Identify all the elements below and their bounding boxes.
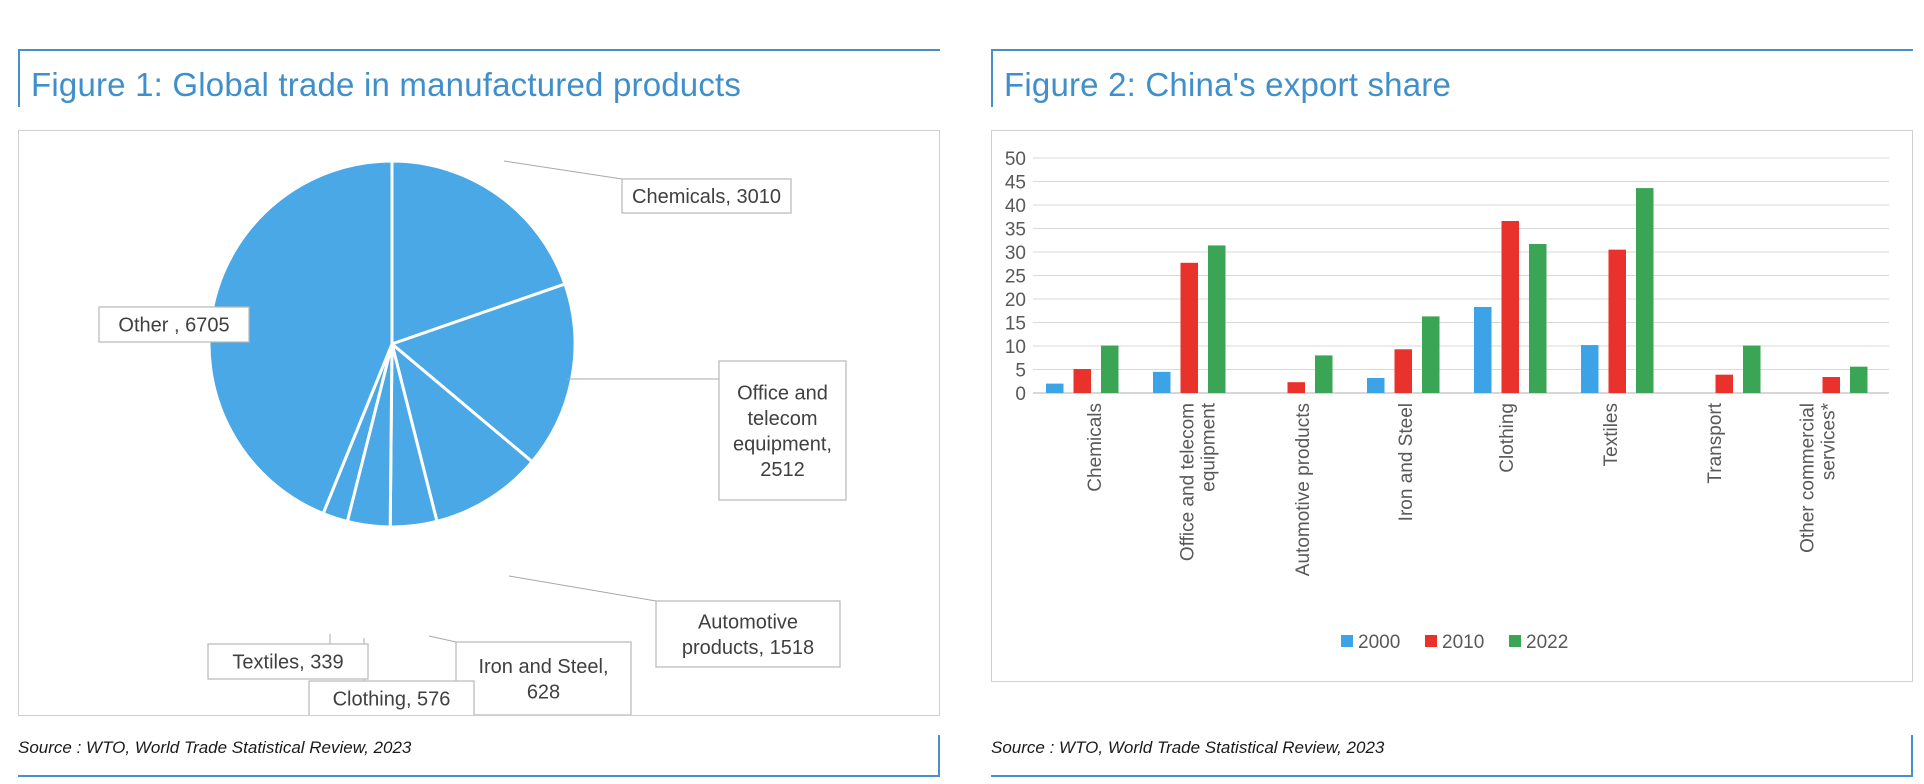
bar-2022-clothing bbox=[1529, 244, 1547, 393]
svg-text:Clothing, 576: Clothing, 576 bbox=[333, 689, 451, 711]
y-tick-label: 45 bbox=[1005, 173, 1026, 194]
bar-2000-iron-and-steel bbox=[1367, 377, 1385, 393]
legend-label-2010: 2010 bbox=[1442, 632, 1484, 653]
y-tick-label: 5 bbox=[1015, 361, 1026, 382]
figure-2-title: Figure 2: China's export share bbox=[1004, 66, 1452, 103]
bottom-accent-bar bbox=[938, 735, 940, 777]
y-tick-label: 10 bbox=[1005, 337, 1026, 358]
pie-slice-office-and-telecom-equipment bbox=[390, 282, 577, 464]
pie-label-chemicals: Chemicals, 3010 bbox=[503, 160, 792, 214]
figure-1-title: Figure 1: Global trade in manufactured p… bbox=[31, 66, 742, 103]
bottom-accent-bar bbox=[1911, 735, 1913, 777]
bar-2010-transport bbox=[1715, 374, 1733, 393]
y-tick-label: 0 bbox=[1015, 384, 1026, 405]
x-tick-label-textiles: Textiles bbox=[1601, 403, 1622, 466]
pie-chart: Chemicals, 3010 Office and telecom equipmen… bbox=[98, 159, 847, 715]
pie-chart-frame: Chemicals, 3010 Office and telecom equipmen… bbox=[18, 130, 940, 716]
pie-label-other: Other , 6705 bbox=[98, 306, 250, 343]
bar-2022-office-and-telecom-equipment bbox=[1208, 245, 1226, 393]
svg-text:products, 1518: products, 1518 bbox=[682, 637, 814, 659]
bar-2000-textiles bbox=[1581, 345, 1599, 393]
y-tick-label: 15 bbox=[1005, 314, 1026, 335]
figure-1-source: Source : WTO, World Trade Statistical Re… bbox=[18, 738, 412, 757]
legend-label-2022: 2022 bbox=[1526, 632, 1568, 653]
bar-2022-textiles bbox=[1636, 188, 1654, 393]
legend: 2000 2010 2022 bbox=[1341, 632, 1568, 653]
pie-label-clothing: Clothing, 576 bbox=[308, 638, 475, 715]
x-tick-label-transport: Transport bbox=[1705, 402, 1726, 483]
x-tick-label-other-commercial-services: Other commercialservices* bbox=[1798, 402, 1840, 553]
bar-2022-automotive-products bbox=[1315, 355, 1333, 393]
bar-2022-iron-and-steel bbox=[1422, 316, 1440, 393]
pie-label-office-and-telecom-equipment: Office and telecom equipment, 2512 bbox=[567, 360, 847, 501]
title-accent-bar bbox=[18, 49, 20, 107]
x-tick-label-iron-and-steel: Iron and Steel bbox=[1396, 403, 1417, 521]
x-tick-label-office-and-telecom-equipment: Office and telecomequipment bbox=[1178, 402, 1220, 561]
x-tick-label-automotive-products: Automotive products bbox=[1293, 403, 1314, 576]
legend-swatch-2022 bbox=[1509, 635, 1521, 647]
bar-2000-clothing bbox=[1474, 306, 1492, 393]
figure-2-source: Source : WTO, World Trade Statistical Re… bbox=[991, 738, 1385, 757]
svg-text:Textiles, 339: Textiles, 339 bbox=[232, 652, 343, 674]
svg-text:equipment,: equipment, bbox=[733, 433, 832, 455]
y-tick-label: 40 bbox=[1005, 196, 1026, 217]
bar-chart-frame: 0 5 10 15 20 25 30 35 40 45 50 Chemicals Office and … bbox=[991, 130, 1913, 682]
bottom-rule bbox=[991, 775, 1913, 777]
svg-text:628: 628 bbox=[527, 681, 560, 703]
bar-2010-clothing bbox=[1501, 220, 1519, 393]
bar-2000-office-and-telecom-equipment bbox=[1153, 371, 1171, 393]
bar-2010-iron-and-steel bbox=[1394, 349, 1412, 393]
y-tick-label: 35 bbox=[1005, 220, 1026, 241]
bar-2022-chemicals bbox=[1101, 345, 1119, 393]
title-accent-bar bbox=[991, 49, 993, 107]
svg-text:Iron and Steel,: Iron and Steel, bbox=[478, 656, 608, 678]
y-tick-label: 25 bbox=[1005, 267, 1026, 288]
pie-label-automotive-products: Automotive products, 1518 bbox=[508, 575, 841, 668]
pie-label-iron-and-steel: Iron and Steel, 628 bbox=[428, 635, 632, 715]
legend-swatch-2000 bbox=[1341, 635, 1353, 647]
svg-text:telecom: telecom bbox=[747, 408, 817, 430]
bar-2010-other-commercial-services bbox=[1822, 377, 1840, 393]
bar-2022-other-commercial-services bbox=[1850, 366, 1868, 393]
bar-2010-chemicals bbox=[1073, 369, 1091, 393]
y-tick-label: 20 bbox=[1005, 290, 1026, 311]
bar-2000-chemicals bbox=[1046, 383, 1064, 393]
x-tick-label-chemicals: Chemicals bbox=[1085, 403, 1106, 492]
figure-2-panel: Figure 2: China's export share 0 5 10 15 20 2… bbox=[991, 0, 1913, 784]
bar-2010-textiles bbox=[1608, 249, 1626, 393]
figure-1-panel: Figure 1: Global trade in manufactured p… bbox=[18, 0, 940, 784]
bottom-rule bbox=[18, 775, 940, 777]
bar-2010-office-and-telecom-equipment bbox=[1180, 262, 1198, 393]
y-tick-label: 30 bbox=[1005, 243, 1026, 264]
svg-text:Other , 6705: Other , 6705 bbox=[118, 315, 229, 337]
bar-2010-automotive-products bbox=[1287, 382, 1305, 393]
pie-label-textiles: Textiles, 339 bbox=[207, 634, 369, 680]
bar-2022-transport bbox=[1743, 345, 1761, 393]
x-tick-label-clothing: Clothing bbox=[1497, 403, 1518, 473]
y-tick-label: 50 bbox=[1005, 149, 1026, 170]
legend-swatch-2010 bbox=[1425, 635, 1437, 647]
svg-text:Office and: Office and bbox=[737, 382, 828, 404]
top-rule bbox=[18, 49, 940, 51]
svg-text:2512: 2512 bbox=[760, 459, 805, 481]
top-rule bbox=[991, 49, 1913, 51]
y-axis-gridlines bbox=[1033, 157, 1889, 370]
svg-text:Chemicals, 3010: Chemicals, 3010 bbox=[632, 186, 781, 208]
svg-text:Automotive: Automotive bbox=[698, 611, 798, 633]
legend-label-2000: 2000 bbox=[1358, 632, 1400, 653]
